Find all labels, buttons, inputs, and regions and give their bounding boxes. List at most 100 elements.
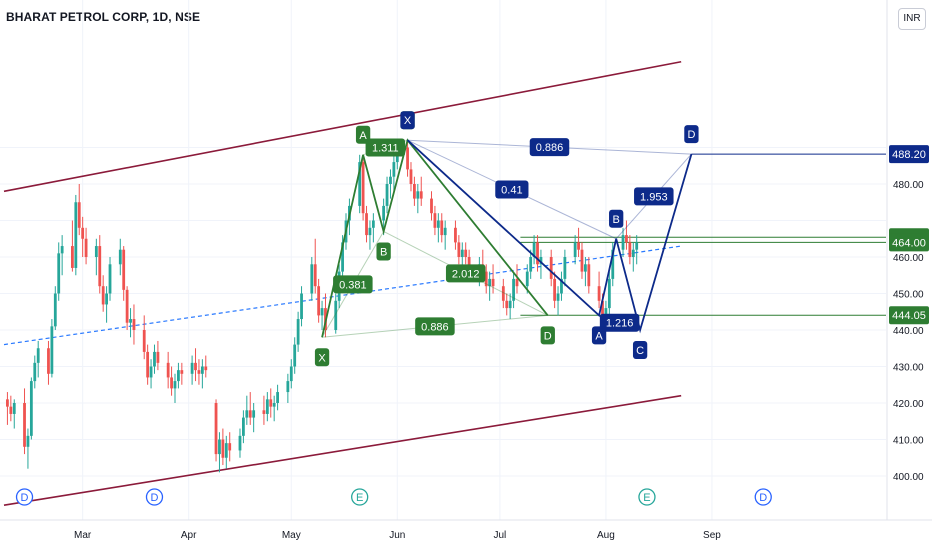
event-marker-circle <box>638 488 656 506</box>
y-tick-label: 460.00 <box>893 253 924 264</box>
candle-body <box>457 242 461 257</box>
x-tick-label: May <box>282 530 301 541</box>
candle-body <box>532 242 536 257</box>
candle-body <box>242 417 245 436</box>
point-label-box <box>540 326 555 345</box>
candle-body <box>177 370 180 382</box>
event-marker-text: D <box>151 492 159 504</box>
point-label: X <box>314 348 330 367</box>
candle-body <box>269 399 273 407</box>
candle-body <box>361 162 365 214</box>
candle-body <box>358 162 362 206</box>
ratio-label-text: 1.953 <box>640 191 668 203</box>
candle-body <box>94 246 98 257</box>
currency-button[interactable]: INR <box>898 8 926 30</box>
candle-body <box>601 300 604 323</box>
candle-body <box>413 184 416 199</box>
candle-body <box>484 271 488 287</box>
candle-body <box>118 249 122 265</box>
candle-body <box>313 264 317 287</box>
event-marker-text: E <box>643 492 650 504</box>
point-label-box <box>609 209 624 228</box>
event-marker-E[interactable]: E <box>638 488 656 506</box>
candle-body <box>467 257 471 272</box>
ratio-label: 0.886 <box>415 317 455 336</box>
event-marker-D[interactable]: D <box>145 488 164 506</box>
candlesticks <box>6 140 639 473</box>
ratio-label-box <box>529 138 570 157</box>
point-label: A <box>591 326 607 345</box>
candle-body <box>334 300 338 330</box>
event-marker-D[interactable]: D <box>754 488 772 506</box>
candle-body <box>190 362 194 374</box>
event-marker-circle <box>145 488 164 506</box>
candle-body <box>505 300 509 309</box>
candle-body <box>286 381 290 393</box>
candle-body <box>501 286 505 301</box>
event-marker-text: D <box>759 492 767 504</box>
point-label-text: C <box>636 345 644 357</box>
point-label-text: D <box>544 330 552 342</box>
candle-body <box>129 319 132 323</box>
x-tick-label: Mar <box>74 530 92 541</box>
price-channel <box>3 60 682 506</box>
candle-body <box>488 278 492 287</box>
candle-body <box>560 278 563 294</box>
candle-body <box>296 319 300 345</box>
candle-body <box>573 242 577 257</box>
candle-body <box>371 220 375 228</box>
candle-body <box>430 198 433 214</box>
candle-body <box>170 377 173 389</box>
ratio-label-text: 0.886 <box>421 321 449 333</box>
channel-line-lower <box>3 394 682 506</box>
event-marker-E[interactable]: E <box>351 488 369 506</box>
candle-body <box>245 410 249 418</box>
candle-body <box>238 435 242 451</box>
chart-title: BHARAT PETROL CORP, 1D, NSE <box>6 10 201 24</box>
price-badge: 464.00 <box>889 233 929 252</box>
y-tick-label: 430.00 <box>893 363 924 374</box>
candle-body <box>153 351 156 367</box>
candle-body <box>539 257 543 265</box>
ratio-label-text: 2.012 <box>452 268 480 280</box>
candle-body <box>108 264 112 294</box>
candle-body <box>12 403 16 414</box>
candle-body <box>252 410 256 418</box>
candle-body <box>525 271 529 287</box>
candle-body <box>197 370 201 374</box>
ratio-label: 0.41 <box>495 180 529 199</box>
candle-body <box>419 191 423 199</box>
candle-body <box>74 202 78 268</box>
point-label-box <box>400 111 415 130</box>
candle-body <box>156 351 160 363</box>
x-tick-label: Aug <box>597 530 615 541</box>
candle-body <box>460 249 464 257</box>
candle-body <box>84 238 88 257</box>
candle-body <box>125 289 129 323</box>
ratio-label-box <box>495 180 529 199</box>
candle-body <box>436 220 440 228</box>
ratio-label-text: 1.311 <box>372 143 399 155</box>
candle-body <box>33 362 37 382</box>
point-label-text: B <box>380 246 387 258</box>
harmonic-patterns: 1.311 0.381 2.012 0.886 X A B C D 0.886 0.41 1.953 1… <box>314 111 699 367</box>
event-marker-D[interactable]: D <box>15 488 34 506</box>
candle-body <box>265 399 269 414</box>
point-label-text: A <box>595 330 603 342</box>
candle-body <box>53 293 57 327</box>
candle-body <box>57 253 61 294</box>
x-tick-label: Apr <box>181 530 197 541</box>
ratio-label: 1.216 <box>599 313 640 332</box>
candle-body <box>310 264 314 294</box>
candle-body <box>454 227 457 243</box>
candle-body <box>166 362 170 378</box>
candle-body <box>293 344 297 367</box>
candle-body <box>556 293 560 301</box>
point-label-box <box>314 348 330 367</box>
point-label-box <box>376 242 391 261</box>
candle-body <box>228 443 232 451</box>
x-tick-label: Jun <box>389 530 405 541</box>
candle-body <box>221 439 225 458</box>
candle-body <box>289 366 293 382</box>
